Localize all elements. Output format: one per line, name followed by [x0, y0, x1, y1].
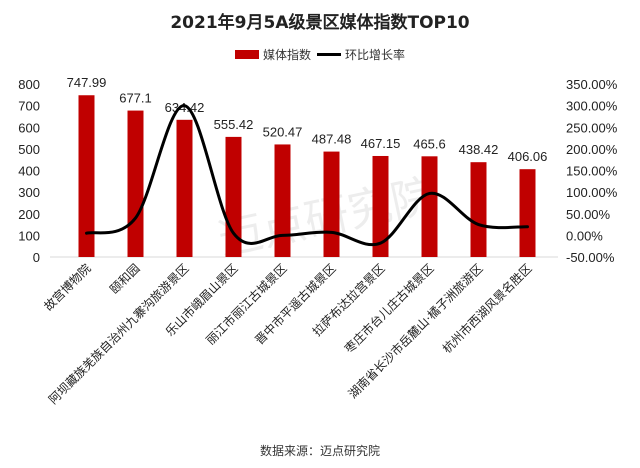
category-label: 杭州市西湖风景名胜区: [439, 261, 534, 356]
legend-bar-swatch: [234, 50, 259, 59]
category-label: 晋中市平遥古城景区: [252, 261, 339, 348]
right-axis-tick: 200.00%: [566, 142, 618, 157]
left-axis-tick: 200: [18, 207, 40, 222]
data-label: 747.99: [67, 75, 107, 90]
bar: [519, 169, 536, 257]
data-label: 555.42: [214, 117, 254, 132]
bar: [323, 151, 340, 257]
right-axis-tick: 0.00%: [566, 228, 603, 243]
bar: [470, 162, 487, 257]
chart-area: 迈点研究院0100200300400500600700800-50.00%0.0…: [18, 75, 618, 407]
category-label: 颐和园: [107, 261, 142, 296]
left-axis-tick: 800: [18, 77, 40, 92]
bar: [176, 119, 193, 258]
legend-bar-label: 媒体指数: [262, 48, 311, 62]
left-axis-tick: 0: [33, 250, 40, 265]
legend-line-swatch: [317, 53, 341, 56]
data-label: 467.15: [361, 136, 401, 151]
bar: [78, 95, 95, 257]
data-label: 677.1: [119, 91, 152, 106]
bar: [372, 155, 389, 257]
data-label: 465.6: [413, 136, 446, 151]
legend: 媒体指数 环比增长率: [0, 46, 640, 63]
chart-title: 2021年9月5A级景区媒体指数TOP10: [170, 13, 470, 33]
data-label: 520.47: [263, 124, 303, 139]
right-axis-tick: 100.00%: [566, 185, 618, 200]
left-axis-tick: 100: [18, 228, 40, 243]
left-axis-tick: 700: [18, 99, 40, 114]
right-axis-tick: 150.00%: [566, 164, 618, 179]
left-axis-tick: 500: [18, 142, 40, 157]
right-axis-tick: 350.00%: [566, 77, 618, 92]
bar: [274, 144, 291, 257]
right-axis-tick: -50.00%: [566, 250, 615, 265]
data-label: 634.42: [165, 100, 205, 115]
data-label: 487.48: [312, 132, 352, 147]
category-label: 枣庄市台儿庄古城景区: [341, 261, 436, 356]
left-axis-tick: 400: [18, 164, 40, 179]
category-label: 故宫博物院: [41, 261, 94, 314]
right-axis-tick: 50.00%: [566, 207, 611, 222]
category-label: 丽江市丽江古城景区: [203, 261, 290, 348]
data-label: 438.42: [459, 142, 499, 157]
growth-rate-line: [85, 104, 529, 247]
bar: [421, 156, 438, 257]
right-axis-tick: 250.00%: [566, 120, 618, 135]
right-axis-tick: 300.00%: [566, 99, 618, 114]
left-axis-tick: 300: [18, 185, 40, 200]
source-note: 数据来源：迈点研究院: [259, 444, 380, 458]
left-axis-tick: 600: [18, 120, 40, 135]
bar: [127, 110, 144, 258]
data-label: 406.06: [508, 149, 548, 164]
legend-line-label: 环比增长率: [345, 48, 406, 62]
